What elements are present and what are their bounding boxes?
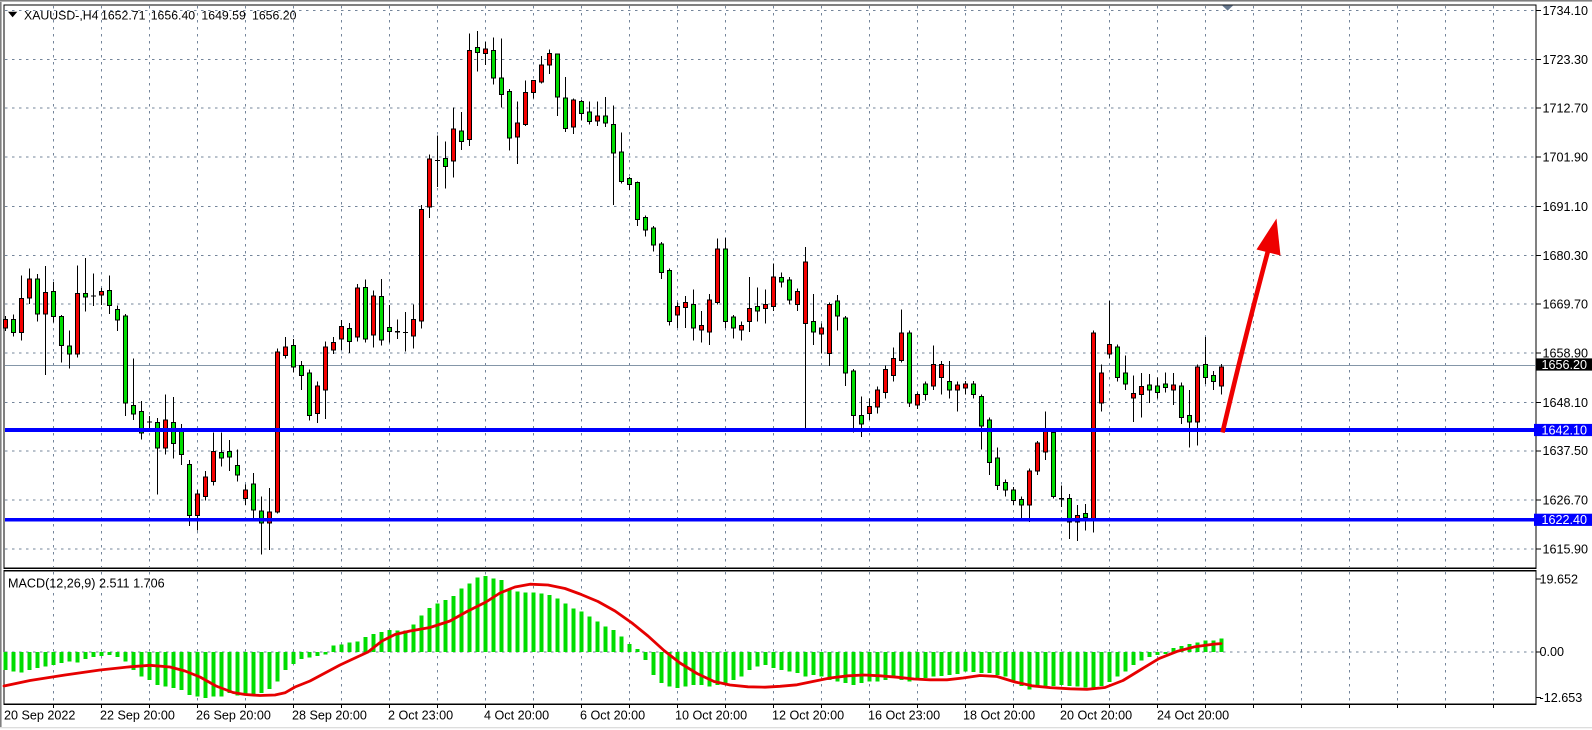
- svg-text:1723.30: 1723.30: [1543, 53, 1589, 67]
- svg-text:10 Oct 20:00: 10 Oct 20:00: [675, 709, 747, 723]
- svg-text:28 Sep 20:00: 28 Sep 20:00: [292, 709, 367, 723]
- svg-text:1615.90: 1615.90: [1543, 543, 1589, 557]
- svg-text:18 Oct 20:00: 18 Oct 20:00: [963, 709, 1035, 723]
- svg-text:12 Oct 20:00: 12 Oct 20:00: [772, 709, 844, 723]
- svg-text:1701.90: 1701.90: [1543, 151, 1589, 165]
- svg-text:1680.30: 1680.30: [1543, 249, 1589, 263]
- svg-text:1734.10: 1734.10: [1543, 4, 1589, 18]
- svg-text:22 Sep 20:00: 22 Sep 20:00: [100, 709, 175, 723]
- svg-text:1669.70: 1669.70: [1543, 297, 1589, 311]
- svg-text:MACD(12,26,9) 2.511 1.706: MACD(12,26,9) 2.511 1.706: [8, 577, 165, 591]
- svg-text:1622.40: 1622.40: [1542, 513, 1588, 527]
- svg-text:1691.10: 1691.10: [1543, 200, 1589, 214]
- svg-text:1658.90: 1658.90: [1543, 347, 1589, 361]
- svg-text:1652.71: 1652.71: [101, 9, 146, 23]
- svg-text:1626.70: 1626.70: [1543, 493, 1589, 507]
- svg-text:1656.20: 1656.20: [252, 9, 297, 23]
- svg-text:16 Oct 23:00: 16 Oct 23:00: [868, 709, 940, 723]
- svg-text:2 Oct 23:00: 2 Oct 23:00: [388, 709, 453, 723]
- svg-text:1712.70: 1712.70: [1543, 101, 1589, 115]
- svg-text:6 Oct 20:00: 6 Oct 20:00: [580, 709, 645, 723]
- svg-text:1649.59: 1649.59: [201, 9, 246, 23]
- svg-text:-12.653: -12.653: [1540, 691, 1583, 705]
- svg-text:1656.40: 1656.40: [151, 9, 196, 23]
- svg-text:XAUUSD-,H4: XAUUSD-,H4: [24, 9, 99, 23]
- svg-text:20 Sep 2022: 20 Sep 2022: [4, 709, 75, 723]
- svg-text:24 Oct 20:00: 24 Oct 20:00: [1157, 709, 1229, 723]
- svg-text:1642.10: 1642.10: [1542, 423, 1588, 437]
- svg-text:4 Oct 20:00: 4 Oct 20:00: [484, 709, 549, 723]
- svg-text:1637.50: 1637.50: [1543, 444, 1589, 458]
- svg-text:1648.10: 1648.10: [1543, 396, 1589, 410]
- svg-text:19.652: 19.652: [1540, 572, 1579, 586]
- svg-text:20 Oct 20:00: 20 Oct 20:00: [1060, 709, 1132, 723]
- svg-text:0.00: 0.00: [1540, 645, 1565, 659]
- svg-text:1656.20: 1656.20: [1542, 358, 1588, 372]
- svg-text:26 Sep 20:00: 26 Sep 20:00: [196, 709, 271, 723]
